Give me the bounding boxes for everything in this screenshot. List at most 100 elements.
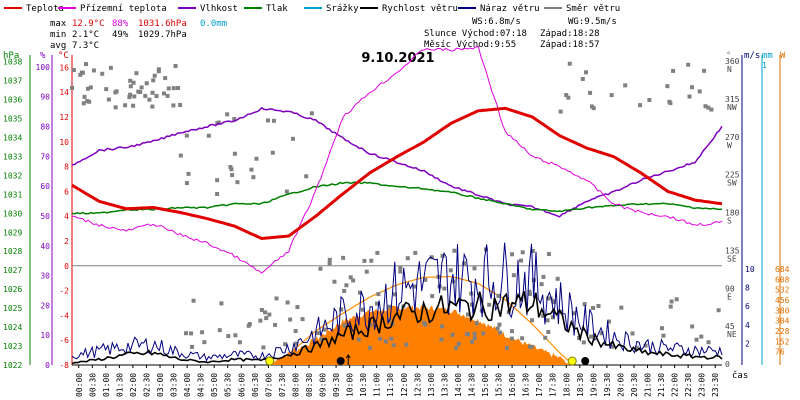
wind-direction-point (687, 94, 692, 99)
tick-time: 19:30 (603, 373, 612, 397)
tick-dir: 0 (725, 360, 730, 369)
tick-time: 11:00 (373, 373, 382, 397)
tick-dir-compass: NE (727, 330, 737, 339)
wind-direction-point (369, 258, 374, 263)
tick-hpa: 1032 (3, 171, 22, 180)
wind-direction-point (566, 95, 571, 100)
stat-ws: WS:6.8m/s (472, 17, 521, 27)
legend-label: Směr větru (566, 4, 620, 14)
wind-direction-point (104, 87, 109, 92)
wind-direction-point (215, 191, 220, 196)
wind-direction-point (541, 274, 546, 279)
wind-direction-point (263, 310, 268, 315)
tick-time: 05:30 (224, 373, 233, 397)
tick-w: 76 (775, 348, 785, 357)
wind-direction-point (504, 345, 509, 350)
tick-time: 08:00 (291, 373, 300, 397)
wind-direction-point (702, 68, 707, 73)
wind-direction-point (106, 97, 111, 102)
wind-direction-point (375, 250, 380, 255)
wind-direction-point (154, 94, 159, 99)
wind-direction-point (342, 323, 347, 328)
wind-direction-point (376, 292, 381, 297)
tick-time: 15:30 (495, 373, 504, 397)
humidity-line (71, 106, 723, 218)
wind-direction-point (599, 331, 604, 336)
stat-avg-temp: 7.3°C (72, 41, 99, 51)
stat-moon-set: Západ:18:57 (540, 40, 600, 50)
tick-time: 22:00 (671, 373, 680, 397)
wind-direction-point (230, 173, 235, 178)
legend-label: Teplota (26, 4, 64, 14)
wind-direction-point (327, 257, 332, 262)
wind-direction-point (91, 68, 96, 73)
wind-direction-point (555, 276, 560, 281)
wind-direction-point (215, 178, 220, 183)
tick-temp: -4 (59, 311, 69, 320)
tick-time: 06:00 (237, 373, 246, 397)
axis-x-label: čas (732, 370, 748, 381)
wind-direction-point (190, 344, 195, 349)
wind-direction-point (233, 333, 238, 338)
stats-block: max 12.9°C 88% 1031.6hPa 0.0mm min 2.1°C… (50, 17, 617, 51)
tick-ms: 10 (745, 265, 755, 274)
wind-direction-point (309, 111, 314, 116)
wind-direction-point (229, 167, 234, 172)
tick-dir: 225 (725, 171, 740, 180)
wind-direction-point (178, 153, 183, 158)
stat-min-label: min (50, 30, 66, 40)
tick-time: 20:00 (616, 373, 625, 397)
wind-direction-point (610, 344, 615, 349)
wind-direction-point (232, 117, 237, 122)
wind-direction-point (669, 299, 674, 304)
tick-dir: 135 (725, 246, 740, 255)
stat-max-press: 1031.6hPa (138, 19, 187, 29)
tick-hpa: 1024 (3, 323, 22, 332)
tick-time: 05:00 (210, 373, 219, 397)
ground-temperature-line (71, 45, 723, 274)
wind-direction-point (327, 261, 332, 266)
wind-direction-point (290, 136, 295, 141)
tick-hpa: 1026 (3, 285, 22, 294)
wind-direction-point (527, 289, 532, 294)
wind-direction-point (548, 296, 553, 301)
wind-direction-point (450, 332, 455, 337)
tick-hpa: 1035 (3, 115, 22, 124)
wind-direction-point (539, 282, 544, 287)
wind-direction-point (128, 92, 133, 97)
wind-direction-point (530, 249, 535, 254)
tick-temp: 2 (64, 237, 69, 246)
tick-time: 09:30 (332, 373, 341, 397)
tick-temp: 10 (59, 138, 69, 147)
tick-time: 19:00 (589, 373, 598, 397)
wind-direction-point (144, 81, 149, 86)
legend-label: Srážky (326, 4, 359, 14)
wind-direction-point (186, 171, 191, 176)
tick-temp: -2 (59, 287, 69, 296)
wind-direction-point (237, 340, 242, 345)
tick-time: 06:30 (251, 373, 260, 397)
wind-direction-point (228, 165, 233, 170)
tick-dir-compass: W (727, 141, 732, 150)
wind-direction-point (171, 86, 176, 91)
tick-pct: 40 (40, 242, 50, 251)
wind-direction-point (558, 109, 563, 114)
tick-time: 11:30 (386, 373, 395, 397)
wind-direction-point (668, 101, 673, 106)
wind-direction-point (456, 341, 461, 346)
wind-direction-point (391, 343, 396, 348)
wind-direction-point (113, 105, 118, 110)
wind-direction-point (530, 318, 535, 323)
wind-direction-point (709, 107, 714, 112)
tick-temp: 16 (59, 63, 69, 72)
tick-time: 04:00 (183, 373, 192, 397)
moonrise-marker (336, 357, 345, 365)
wind-direction-point (332, 279, 337, 284)
tick-w: 152 (775, 337, 790, 346)
wind-direction-point (360, 307, 365, 312)
tick-time: 08:30 (305, 373, 314, 397)
wind-direction-point (131, 80, 136, 85)
wind-direction-point (567, 61, 572, 66)
wind-direction-point (184, 181, 189, 186)
